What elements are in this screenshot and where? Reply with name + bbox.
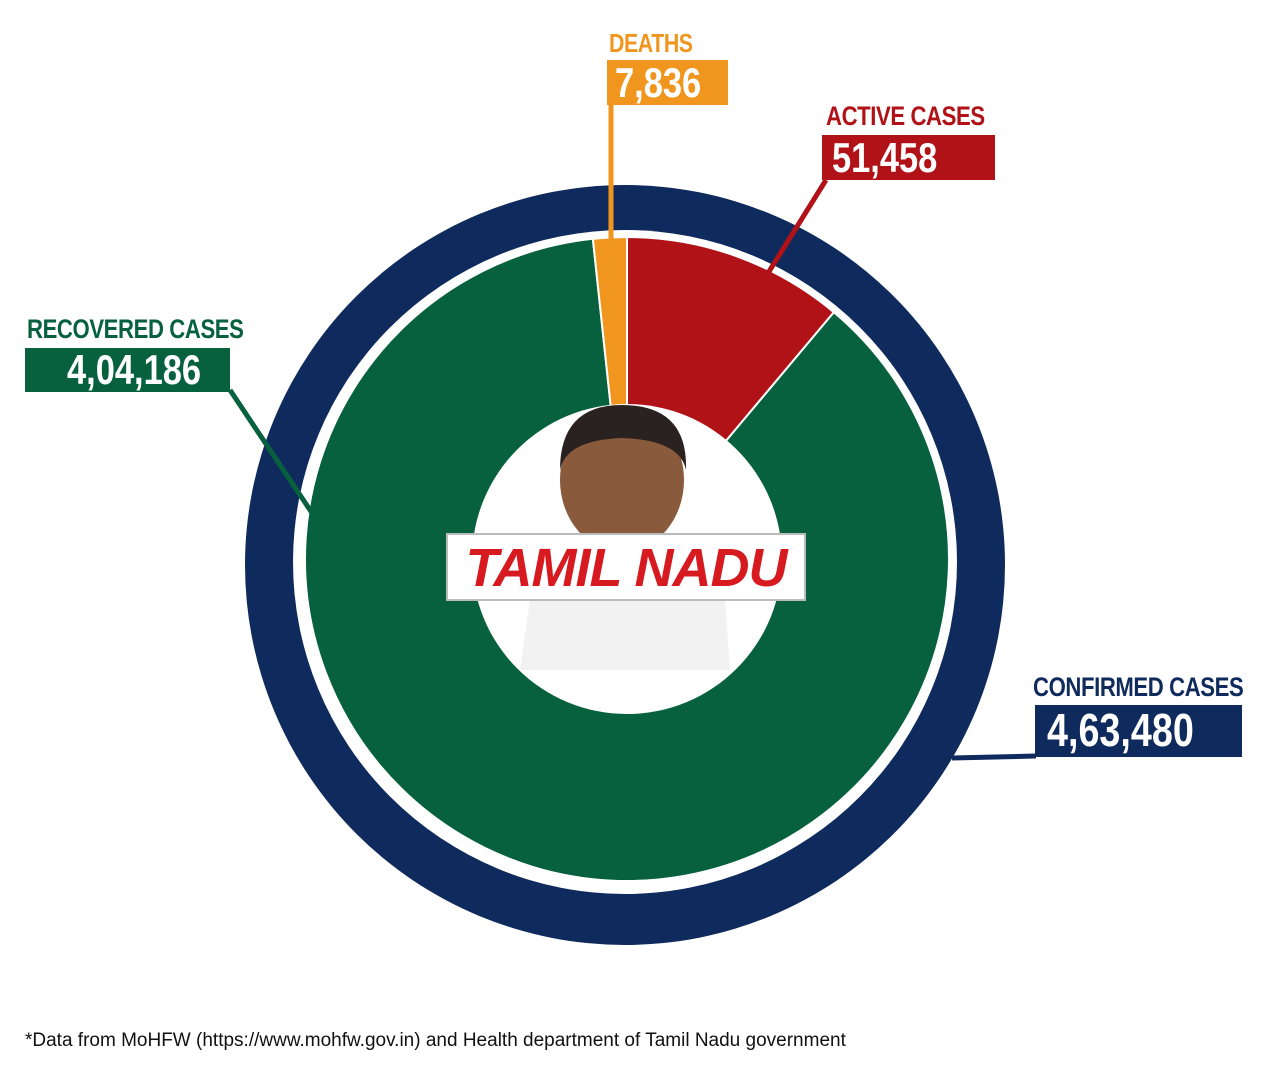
portrait-face <box>560 408 684 552</box>
deaths-label: DEATHS <box>609 28 693 58</box>
footnote: *Data from MoHFW (https://www.mohfw.gov.… <box>25 1030 846 1051</box>
recovered-value-text: 4,04,186 <box>67 346 202 393</box>
active-value: 51,458 <box>822 135 995 180</box>
active-leader-line <box>762 178 829 280</box>
deaths-value-text: 7,836 <box>615 59 702 106</box>
recovered-label: RECOVERED CASES <box>27 314 244 344</box>
portrait-shirt <box>520 585 730 670</box>
portrait-hair <box>560 405 687 470</box>
confirmed-value-text: 4,63,480 <box>1047 704 1194 756</box>
confirmed-leader-line <box>951 753 1037 761</box>
recovered-value: 4,04,186 <box>25 348 230 392</box>
confirmed-label: CONFIRMED CASES <box>1033 672 1244 702</box>
chart-title: TAMIL NADU <box>446 533 806 601</box>
portrait-image <box>520 405 730 670</box>
recovered-leader-line <box>227 388 321 524</box>
active-value-text: 51,458 <box>832 134 938 181</box>
confirmed-value: 4,63,480 <box>1035 705 1242 757</box>
active-label: ACTIVE CASES <box>826 101 985 131</box>
deaths-value: 7,836 <box>607 60 728 105</box>
